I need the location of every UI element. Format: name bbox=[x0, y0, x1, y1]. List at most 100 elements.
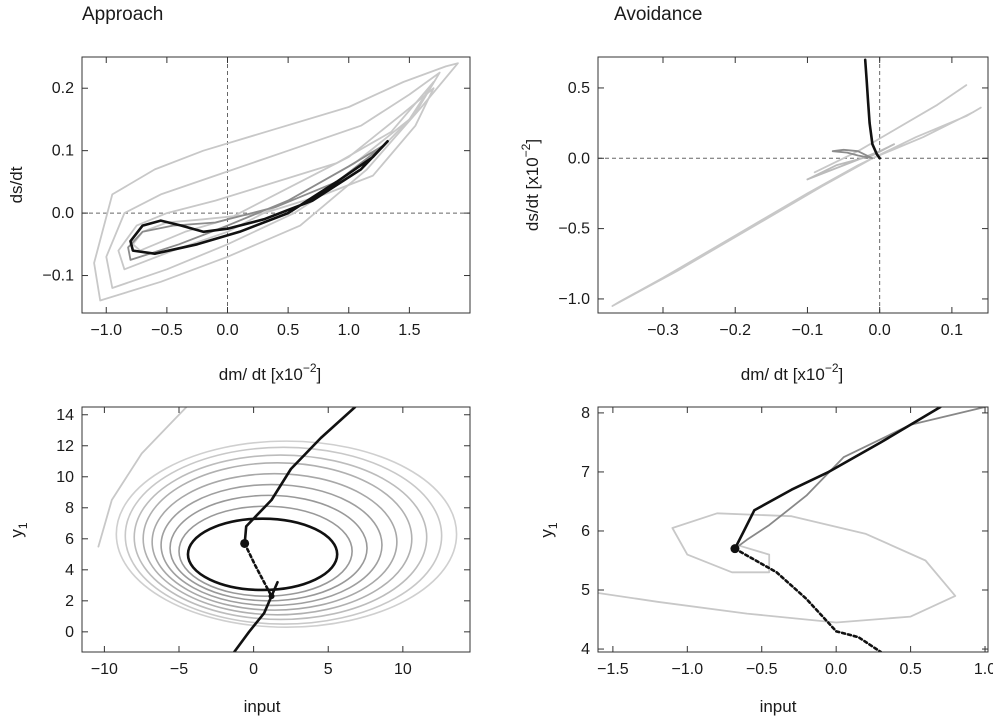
x-axis-label-tail: ] bbox=[839, 365, 844, 384]
x-tick-label: 1.0 bbox=[338, 322, 360, 339]
x-axis-label-main: dm/ dt [x10 bbox=[741, 365, 825, 384]
ring-4 bbox=[160, 483, 383, 607]
y-tick-label: 5 bbox=[581, 582, 590, 599]
x-tick-label: −5 bbox=[170, 661, 188, 678]
y-tick-label: −0.5 bbox=[558, 221, 590, 238]
y-tick-label: 0.0 bbox=[568, 150, 590, 167]
x-tick-label: 1.0 bbox=[974, 661, 993, 678]
x-axis-label-exponent: −2 bbox=[303, 361, 317, 375]
x-tick-label: 1.5 bbox=[398, 322, 420, 339]
y-tick-label: 0.2 bbox=[52, 80, 74, 97]
y-axis-label-subscript: 1 bbox=[546, 522, 560, 529]
series-outer-sweep bbox=[97, 407, 188, 548]
x-tick-label: −1.5 bbox=[597, 661, 629, 678]
y-tick-label: 10 bbox=[56, 469, 74, 486]
plot-area bbox=[82, 57, 470, 313]
y-axis-label-main: y bbox=[537, 529, 556, 538]
series-mid-ray bbox=[734, 407, 986, 550]
y-axis-label-exponent: −2 bbox=[519, 143, 533, 157]
y-axis-label-tail: ] bbox=[523, 139, 542, 144]
x-axis-label-exponent: −2 bbox=[825, 361, 839, 375]
x-tick-label: 10 bbox=[394, 661, 412, 678]
panel-title: Approach bbox=[82, 4, 163, 25]
x-axis-label-tail: ] bbox=[317, 365, 322, 384]
y-axis-label: ds/dt [x10−2] bbox=[519, 139, 542, 231]
plot-frame bbox=[81, 406, 471, 653]
x-axis-label-main: input bbox=[244, 697, 281, 716]
series-big-loop bbox=[598, 512, 957, 624]
x-tick-label: −0.1 bbox=[792, 322, 824, 339]
x-tick-label: 0 bbox=[249, 661, 258, 678]
y-tick-label: −1.0 bbox=[558, 291, 590, 308]
y-axis-label-main: ds/dt bbox=[7, 166, 26, 203]
x-tick-label: −0.5 bbox=[151, 322, 183, 339]
x-tick-label: −0.2 bbox=[719, 322, 751, 339]
series-trajectory bbox=[129, 140, 389, 255]
panel-2: −0.3 −0.2 −0.1 0.0 0.1 −1.0 −0.5 0.0 0.5 Avoidanc… bbox=[519, 4, 989, 384]
y-tick-label: 8 bbox=[581, 405, 590, 422]
y-axis-label-subscript: 1 bbox=[16, 522, 30, 529]
y-tick-label: 14 bbox=[56, 407, 74, 424]
series-light-3 bbox=[105, 71, 441, 289]
y-tick-label: 7 bbox=[581, 464, 590, 481]
series-nullcline-lower bbox=[232, 580, 279, 652]
y-axis-label-main: ds/dt [x10 bbox=[523, 157, 542, 231]
panel-4: −1.5 −1.0 −0.5 0.0 0.5 1.0 4 5 6 7 8 input y1 bbox=[537, 405, 993, 716]
plot-area bbox=[598, 57, 988, 313]
ring-7 bbox=[133, 454, 428, 621]
y-tick-label: 0 bbox=[65, 624, 74, 641]
x-tick-label: 5 bbox=[324, 661, 333, 678]
y-tick-label: 12 bbox=[56, 438, 74, 455]
plot-frame bbox=[81, 56, 471, 314]
x-axis-label: input bbox=[244, 697, 281, 716]
series-mid bbox=[831, 148, 874, 160]
plot-area bbox=[97, 407, 458, 652]
series-nullcline-upper bbox=[243, 407, 357, 545]
y-tick-label: 0.1 bbox=[52, 143, 74, 160]
series-trajectory bbox=[863, 58, 881, 160]
x-tick-label: 0.0 bbox=[869, 322, 891, 339]
panel-1: −1.0 −0.5 0.0 0.5 1.0 1.5 −0.1 0.0 0.1 0.2 Approac… bbox=[7, 4, 471, 384]
y-axis-label: y1 bbox=[7, 522, 30, 538]
series-light-small bbox=[806, 143, 895, 181]
x-tick-label: 0.5 bbox=[277, 322, 299, 339]
y-axis-label: y1 bbox=[537, 522, 560, 538]
x-tick-label: −0.3 bbox=[647, 322, 679, 339]
x-tick-label: −0.5 bbox=[746, 661, 778, 678]
series-light-ray bbox=[813, 84, 968, 174]
series-light-1 bbox=[132, 87, 435, 252]
y-tick-label: 8 bbox=[65, 500, 74, 517]
x-tick-label: 0.5 bbox=[899, 661, 921, 678]
series-unstable-branch bbox=[243, 542, 273, 598]
panel-3: −10 −5 0 5 10 0 2 4 6 8 10 12 14 input y1 bbox=[7, 406, 471, 716]
plot-area bbox=[598, 407, 986, 652]
equilibrium-point bbox=[240, 538, 250, 548]
series-upper-branch bbox=[733, 407, 942, 550]
y-tick-label: 2 bbox=[65, 593, 74, 610]
y-tick-label: 0.0 bbox=[52, 205, 74, 222]
x-axis-label-main: input bbox=[760, 697, 797, 716]
y-tick-label: 6 bbox=[65, 531, 74, 548]
y-tick-label: −0.1 bbox=[42, 268, 74, 285]
series-unstable-branch bbox=[733, 547, 883, 652]
equilibrium-point bbox=[730, 544, 740, 554]
y-tick-label: 4 bbox=[65, 562, 74, 579]
plot-frame bbox=[597, 56, 989, 314]
series-light-4 bbox=[93, 62, 459, 302]
y-tick-label: 4 bbox=[581, 641, 590, 658]
limit-cycle bbox=[186, 517, 339, 592]
panel-title: Avoidance bbox=[614, 4, 702, 25]
x-axis-label: dm/ dt [x10−2] bbox=[741, 361, 844, 384]
x-tick-label: −10 bbox=[91, 661, 118, 678]
x-axis-label-main: dm/ dt [x10 bbox=[219, 365, 303, 384]
ring-6 bbox=[142, 462, 413, 616]
y-axis-label: ds/dt bbox=[7, 166, 26, 203]
x-tick-label: 0.1 bbox=[941, 322, 963, 339]
series-light-2 bbox=[117, 81, 435, 271]
x-tick-label: −1.0 bbox=[672, 661, 704, 678]
x-tick-label: 0.0 bbox=[216, 322, 238, 339]
y-tick-label: 0.5 bbox=[568, 80, 590, 97]
x-tick-label: −1.0 bbox=[90, 322, 122, 339]
y-tick-label: 6 bbox=[581, 523, 590, 540]
